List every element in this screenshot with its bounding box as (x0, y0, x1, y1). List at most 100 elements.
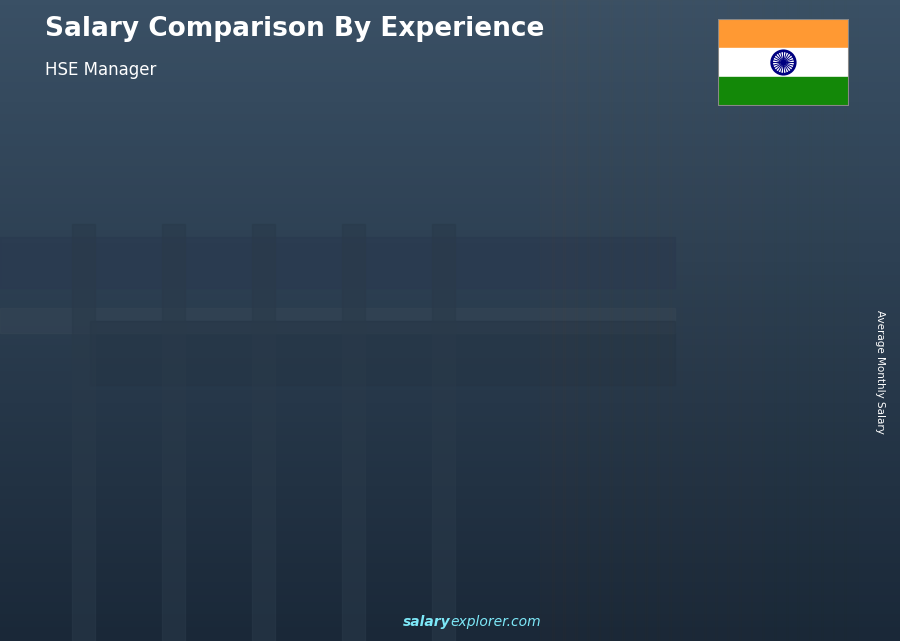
Bar (0, 564, 900, 570)
Bar (0, 596, 900, 603)
Bar (0, 365, 900, 372)
Bar (0, 0, 900, 6)
Bar (0, 237, 900, 244)
Bar (0, 538, 900, 545)
Bar (0, 583, 900, 590)
Text: 30,100 INR: 30,100 INR (203, 418, 272, 428)
Bar (0, 353, 900, 359)
Text: HSE Manager: HSE Manager (45, 61, 157, 79)
Bar (0, 500, 900, 506)
Bar (0, 494, 900, 500)
Bar (0, 192, 900, 199)
Bar (0, 577, 900, 583)
Text: 51,800 INR: 51,800 INR (589, 296, 657, 306)
Bar (0, 295, 900, 301)
Bar (0, 32, 900, 38)
Bar (0, 173, 900, 179)
Bar (0, 122, 900, 128)
Bar (528, 309, 534, 570)
Bar (0, 320, 900, 327)
Bar (467, 309, 534, 324)
Bar (0, 263, 900, 269)
Bar (0, 429, 900, 436)
Bar (634, 0, 647, 641)
Bar (596, 285, 601, 570)
Bar (272, 404, 277, 570)
Text: explorer.com: explorer.com (450, 615, 541, 629)
Bar (0, 532, 900, 538)
Bar (0, 436, 900, 442)
Bar (0, 378, 900, 385)
Bar (211, 404, 277, 414)
Bar (0, 19, 900, 26)
Bar (692, 0, 706, 641)
Bar (809, 0, 823, 641)
Bar (0, 481, 900, 487)
Bar (0, 167, 900, 173)
Bar (0, 404, 900, 410)
Bar (0, 276, 900, 282)
Bar (0, 205, 900, 212)
Bar (0, 474, 900, 481)
Bar (211, 404, 216, 570)
Bar (724, 270, 729, 570)
Bar (0, 327, 900, 333)
Bar (82, 447, 87, 570)
Bar (0, 622, 900, 628)
Bar (82, 447, 149, 570)
Text: +34%: +34% (153, 346, 207, 364)
Bar (0, 615, 900, 622)
Bar (82, 447, 149, 454)
Bar (339, 354, 406, 570)
Bar (0, 468, 900, 474)
Bar (0, 269, 900, 276)
Bar (680, 0, 694, 641)
Bar (0, 487, 900, 494)
Bar (0, 635, 900, 641)
Bar (0, 141, 900, 147)
Bar (0, 224, 900, 231)
Bar (0, 333, 900, 340)
Bar (90, 320, 675, 385)
Bar (718, 19, 849, 48)
Bar (0, 179, 900, 186)
Bar (162, 224, 184, 641)
Bar (844, 0, 858, 641)
Bar (0, 64, 900, 71)
Bar (0, 218, 900, 224)
Bar (211, 404, 277, 570)
Bar (587, 0, 600, 641)
Bar (786, 0, 799, 641)
Bar (0, 513, 900, 519)
Bar (669, 0, 682, 641)
Bar (0, 237, 675, 288)
Bar (0, 154, 900, 160)
Bar (339, 354, 406, 368)
Bar (0, 603, 900, 609)
Bar (0, 90, 900, 96)
Text: salary: salary (402, 615, 450, 629)
Bar (657, 0, 670, 641)
Bar (0, 38, 900, 45)
Bar (0, 51, 900, 58)
Bar (718, 77, 849, 106)
Bar (0, 570, 900, 577)
Bar (832, 0, 846, 641)
Bar (716, 0, 729, 641)
Bar (563, 0, 577, 641)
Text: 54,500 INR: 54,500 INR (717, 281, 785, 291)
Bar (575, 0, 589, 641)
Bar (0, 455, 900, 462)
Bar (0, 71, 900, 77)
Bar (0, 417, 900, 423)
Bar (868, 0, 881, 641)
Bar (252, 224, 274, 641)
Text: 39,100 INR: 39,100 INR (332, 369, 400, 378)
Bar (0, 462, 900, 468)
Bar (339, 354, 345, 570)
Text: 47,400 INR: 47,400 INR (460, 322, 528, 333)
Bar (0, 308, 675, 333)
Bar (0, 628, 900, 635)
Bar (0, 391, 900, 397)
Text: Average Monthly Salary: Average Monthly Salary (875, 310, 886, 434)
